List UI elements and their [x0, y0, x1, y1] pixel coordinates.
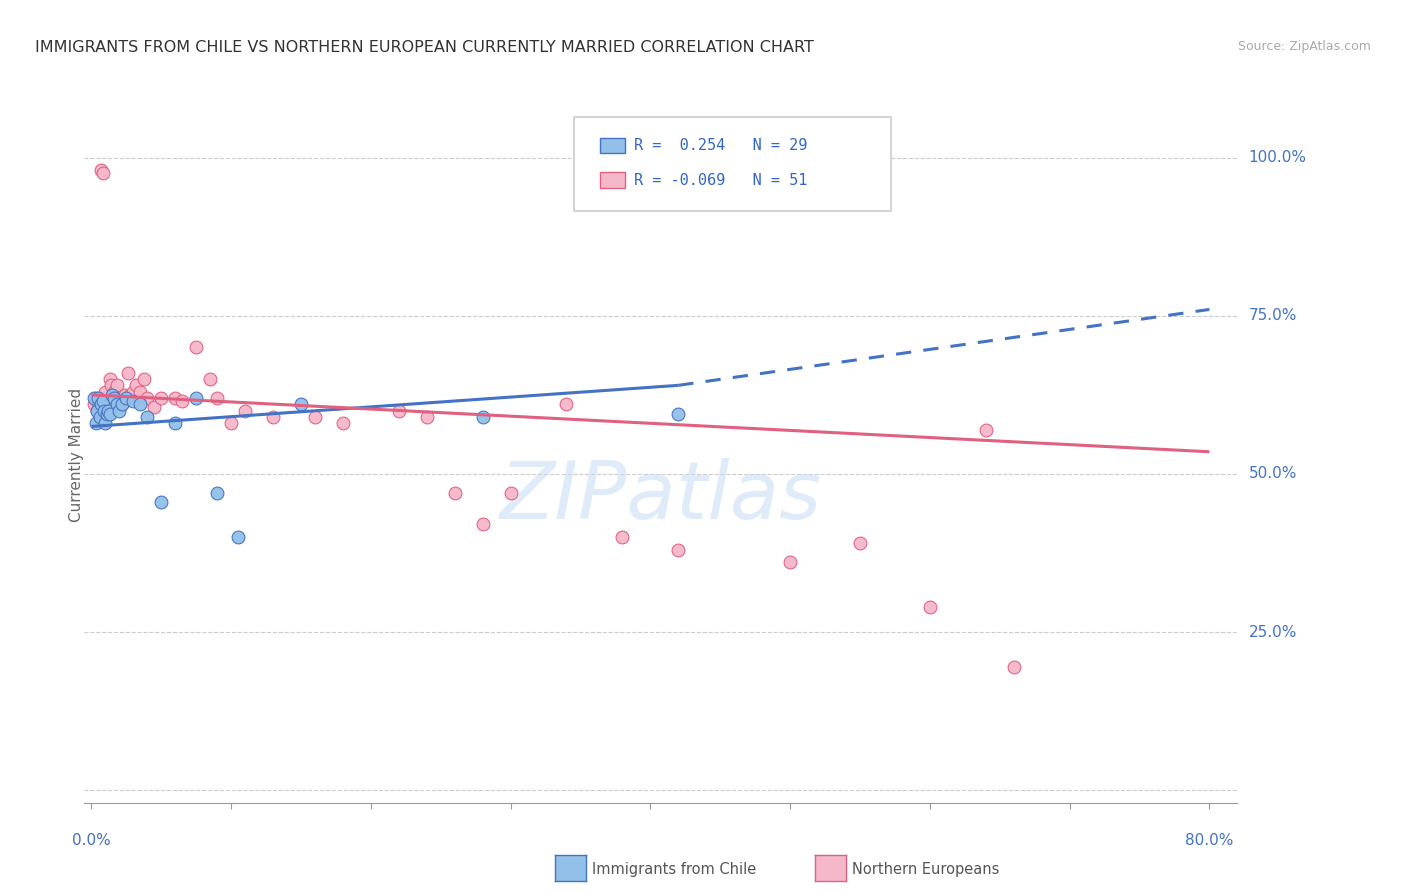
- Point: [136, 409, 159, 424]
- Point: [129, 384, 152, 399]
- Point: [918, 599, 941, 614]
- Point: [122, 394, 145, 409]
- Point: [226, 530, 249, 544]
- Point: [471, 409, 494, 424]
- Point: [499, 486, 522, 500]
- Point: [165, 417, 187, 431]
- Point: [849, 536, 872, 550]
- Point: [84, 391, 107, 405]
- Text: 100.0%: 100.0%: [1249, 150, 1306, 165]
- Point: [93, 391, 115, 405]
- Point: [416, 409, 439, 424]
- Point: [205, 391, 228, 405]
- Point: [90, 397, 112, 411]
- Point: [974, 423, 997, 437]
- FancyBboxPatch shape: [600, 172, 626, 187]
- Point: [108, 403, 131, 417]
- Point: [111, 397, 134, 411]
- Point: [101, 388, 124, 402]
- Point: [101, 397, 124, 411]
- Point: [98, 372, 121, 386]
- Point: [97, 403, 120, 417]
- Point: [103, 384, 125, 399]
- Point: [443, 486, 465, 500]
- Point: [83, 397, 105, 411]
- Point: [165, 391, 187, 405]
- Point: [94, 384, 117, 399]
- Point: [219, 417, 242, 431]
- Point: [86, 403, 108, 417]
- Point: [290, 397, 312, 411]
- Point: [198, 372, 221, 386]
- Point: [97, 403, 120, 417]
- Point: [84, 417, 107, 431]
- Point: [205, 486, 228, 500]
- Text: 75.0%: 75.0%: [1249, 309, 1296, 323]
- Point: [150, 495, 173, 509]
- Point: [96, 397, 118, 411]
- Point: [332, 417, 354, 431]
- Point: [105, 397, 128, 411]
- Point: [91, 394, 114, 409]
- Point: [1002, 660, 1025, 674]
- Point: [233, 403, 256, 417]
- Point: [134, 372, 156, 386]
- Text: 25.0%: 25.0%: [1249, 624, 1296, 640]
- Point: [666, 542, 689, 557]
- Point: [90, 163, 112, 178]
- Point: [262, 409, 284, 424]
- Point: [103, 391, 125, 405]
- Text: R = -0.069   N = 51: R = -0.069 N = 51: [634, 172, 807, 187]
- Point: [612, 530, 634, 544]
- Point: [86, 403, 108, 417]
- Point: [150, 391, 173, 405]
- FancyBboxPatch shape: [600, 137, 626, 153]
- Text: 80.0%: 80.0%: [1185, 833, 1233, 848]
- Point: [83, 391, 105, 405]
- Point: [125, 378, 148, 392]
- Text: Immigrants from Chile: Immigrants from Chile: [592, 863, 756, 877]
- Point: [105, 378, 128, 392]
- Point: [143, 401, 166, 415]
- Point: [471, 517, 494, 532]
- Text: R =  0.254   N = 29: R = 0.254 N = 29: [634, 137, 807, 153]
- Point: [91, 166, 114, 180]
- Text: 50.0%: 50.0%: [1249, 467, 1296, 482]
- Point: [115, 391, 138, 405]
- Text: 0.0%: 0.0%: [72, 833, 111, 848]
- Point: [172, 394, 194, 409]
- Text: IMMIGRANTS FROM CHILE VS NORTHERN EUROPEAN CURRENTLY MARRIED CORRELATION CHART: IMMIGRANTS FROM CHILE VS NORTHERN EUROPE…: [35, 40, 814, 55]
- Point: [114, 388, 136, 402]
- Point: [120, 388, 142, 402]
- Point: [98, 407, 121, 421]
- Point: [779, 556, 801, 570]
- Point: [186, 391, 208, 405]
- Point: [666, 407, 689, 421]
- Point: [111, 397, 134, 411]
- Point: [89, 409, 111, 424]
- Point: [87, 391, 110, 405]
- Point: [96, 407, 118, 421]
- Text: Northern Europeans: Northern Europeans: [852, 863, 1000, 877]
- Point: [93, 403, 115, 417]
- Point: [388, 403, 411, 417]
- Point: [100, 378, 122, 392]
- Y-axis label: Currently Married: Currently Married: [69, 388, 83, 522]
- Point: [94, 417, 117, 431]
- Point: [108, 391, 131, 405]
- Point: [136, 391, 159, 405]
- Point: [129, 397, 152, 411]
- Point: [304, 409, 326, 424]
- Text: Source: ZipAtlas.com: Source: ZipAtlas.com: [1237, 40, 1371, 54]
- Text: ZIPatlas: ZIPatlas: [499, 458, 823, 536]
- Point: [186, 340, 208, 354]
- FancyBboxPatch shape: [574, 118, 891, 211]
- Point: [555, 397, 578, 411]
- Point: [117, 366, 139, 380]
- Point: [122, 384, 145, 399]
- Point: [89, 397, 111, 411]
- Point: [87, 397, 110, 411]
